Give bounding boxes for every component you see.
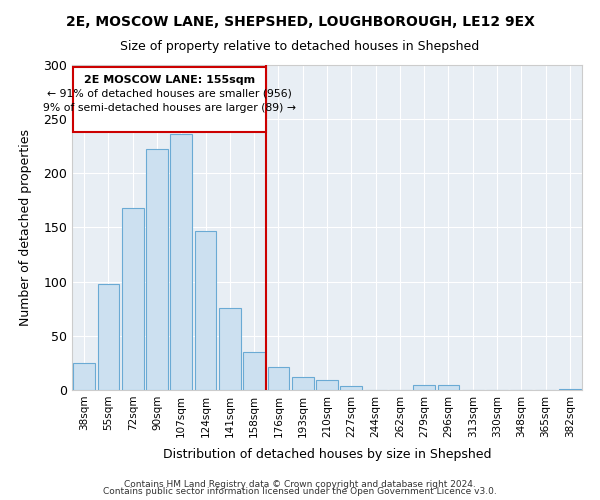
- Text: Contains HM Land Registry data © Crown copyright and database right 2024.: Contains HM Land Registry data © Crown c…: [124, 480, 476, 489]
- Text: 2E, MOSCOW LANE, SHEPSHED, LOUGHBOROUGH, LE12 9EX: 2E, MOSCOW LANE, SHEPSHED, LOUGHBOROUGH,…: [65, 15, 535, 29]
- Bar: [73, 67, 266, 132]
- Bar: [97, 284, 119, 390]
- Bar: [73, 363, 95, 390]
- Bar: [559, 389, 581, 390]
- Text: 2E MOSCOW LANE: 155sqm: 2E MOSCOW LANE: 155sqm: [84, 74, 256, 85]
- Bar: [413, 384, 435, 390]
- Bar: [194, 231, 217, 390]
- Text: Size of property relative to detached houses in Shepshed: Size of property relative to detached ho…: [121, 40, 479, 53]
- Bar: [122, 208, 143, 390]
- Bar: [316, 380, 338, 390]
- Text: Contains public sector information licensed under the Open Government Licence v3: Contains public sector information licen…: [103, 488, 497, 496]
- Bar: [437, 384, 460, 390]
- Bar: [243, 352, 265, 390]
- Bar: [146, 150, 168, 390]
- X-axis label: Distribution of detached houses by size in Shepshed: Distribution of detached houses by size …: [163, 448, 491, 461]
- Text: 9% of semi-detached houses are larger (89) →: 9% of semi-detached houses are larger (8…: [43, 103, 296, 113]
- Bar: [292, 377, 314, 390]
- Bar: [170, 134, 192, 390]
- Bar: [219, 308, 241, 390]
- Bar: [340, 386, 362, 390]
- Text: ← 91% of detached houses are smaller (956): ← 91% of detached houses are smaller (95…: [47, 89, 292, 99]
- Y-axis label: Number of detached properties: Number of detached properties: [19, 129, 32, 326]
- Bar: [268, 367, 289, 390]
